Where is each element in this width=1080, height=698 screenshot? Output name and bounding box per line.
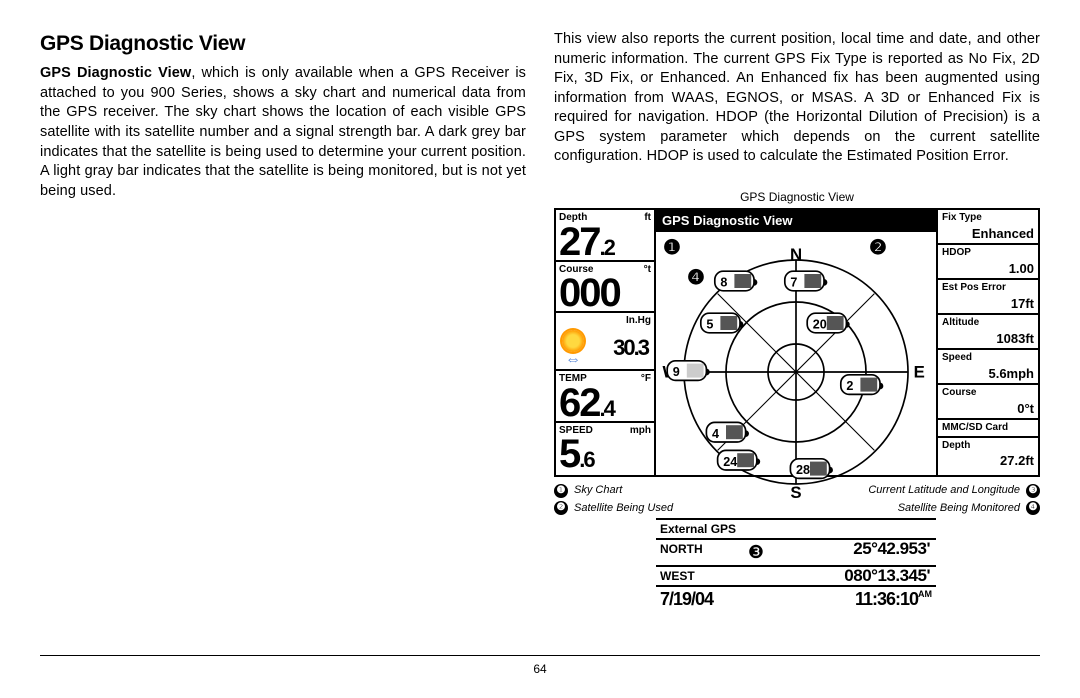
sun-icon	[562, 330, 584, 352]
west-value: 080°13.345'	[776, 567, 936, 585]
figure-title: GPS Diagnostic View	[554, 189, 1040, 205]
legend-num-4: ❹	[1026, 501, 1040, 515]
svg-text:24: 24	[723, 454, 737, 468]
svg-text:E: E	[914, 362, 925, 381]
legend-num-3: ❸	[1026, 484, 1040, 498]
section-heading: GPS Diagnostic View	[40, 30, 526, 58]
depth-unit: ft	[644, 211, 651, 225]
svg-text:5: 5	[706, 317, 713, 331]
north-value: 25°42.953'	[776, 540, 936, 564]
svg-text:2: 2	[846, 379, 853, 393]
alt-value: 1083ft	[942, 330, 1034, 348]
epe-label: Est Pos Error	[942, 281, 1034, 295]
svg-text:4: 4	[712, 426, 719, 440]
page-number: 64	[0, 662, 1080, 676]
dep-value: 27.2ft	[942, 452, 1034, 470]
svg-text:S: S	[790, 483, 801, 502]
svg-text:9: 9	[673, 365, 680, 379]
legend-num-1: ❶	[554, 484, 568, 498]
svg-text:8: 8	[720, 275, 727, 289]
spd-value: 5.6mph	[942, 365, 1034, 383]
spd-label: Speed	[942, 351, 1034, 365]
middle-sky-column: GPS Diagnostic View N S E	[656, 210, 938, 475]
crs-label: Course	[942, 386, 1034, 400]
temp-value: 62.4	[559, 386, 651, 420]
svg-text:7: 7	[790, 275, 797, 289]
crs-value: 0°t	[942, 400, 1034, 418]
left-data-column: Depthft 27.2 Course°t 000 In.Hg ⇔	[556, 210, 656, 475]
legend-text-1: Sky Chart	[574, 483, 622, 498]
fixtype-label: Fix Type	[942, 211, 1034, 225]
svg-text:N: N	[790, 245, 802, 264]
epe-value: 17ft	[942, 295, 1034, 313]
callout-3: ❸	[736, 540, 776, 564]
fixtype-value: Enhanced	[942, 225, 1034, 243]
callout-1: ❶	[662, 238, 682, 258]
west-label: WEST	[656, 567, 736, 585]
sky-chart: N S E W 875209242428 ❶ ❷ ❹	[656, 232, 936, 519]
course-value: 000	[559, 276, 651, 310]
legend-num-2: ❷	[554, 501, 568, 515]
external-gps-label: External GPS	[656, 518, 936, 540]
alt-label: Altitude	[942, 316, 1034, 330]
callout-4: ❹	[686, 268, 706, 288]
baro-unit: In.Hg	[626, 314, 651, 328]
right-text-column: This view also reports the current posit…	[554, 30, 1040, 519]
dep-label: Depth	[942, 439, 1034, 453]
wind-arrow-icon: ⇔	[565, 354, 581, 367]
hdop-label: HDOP	[942, 246, 1034, 260]
figure-wrapper: GPS Diagnostic View Depth ft 27.2 Course °…	[554, 189, 1040, 519]
course-unit: °t	[644, 263, 651, 277]
left-text-column: GPS Diagnostic View GPS Diagnostic View,…	[40, 30, 526, 519]
right-data-column: Fix TypeEnhanced HDOP1.00 Est Pos Error1…	[938, 210, 1038, 475]
speed-value: 5.6	[559, 437, 651, 471]
paragraph-1: GPS Diagnostic View, which is only avail…	[40, 64, 526, 201]
north-label: NORTH	[656, 540, 736, 564]
svg-text:20: 20	[813, 317, 827, 331]
hdop-value: 1.00	[942, 260, 1034, 278]
depth-value: 27.2	[559, 225, 651, 259]
gps-device-screen: Depth ft 27.2 Course °t 000 In.Hg ⇔	[554, 208, 1040, 477]
date-value: 7/19/04	[656, 587, 796, 611]
screen-title-bar: GPS Diagnostic View	[656, 210, 936, 232]
temp-unit: °F	[641, 372, 651, 386]
footer-rule	[40, 655, 1040, 656]
mmc-label: MMC/SD Card	[942, 421, 1034, 435]
callout-2: ❷	[868, 238, 888, 258]
svg-text:28: 28	[796, 463, 810, 477]
time-value: 11:36:10AM	[796, 587, 936, 611]
paragraph-2: This view also reports the current posit…	[554, 30, 1040, 167]
speed-unit: mph	[630, 424, 651, 438]
baro-value: 30.3	[613, 339, 648, 358]
